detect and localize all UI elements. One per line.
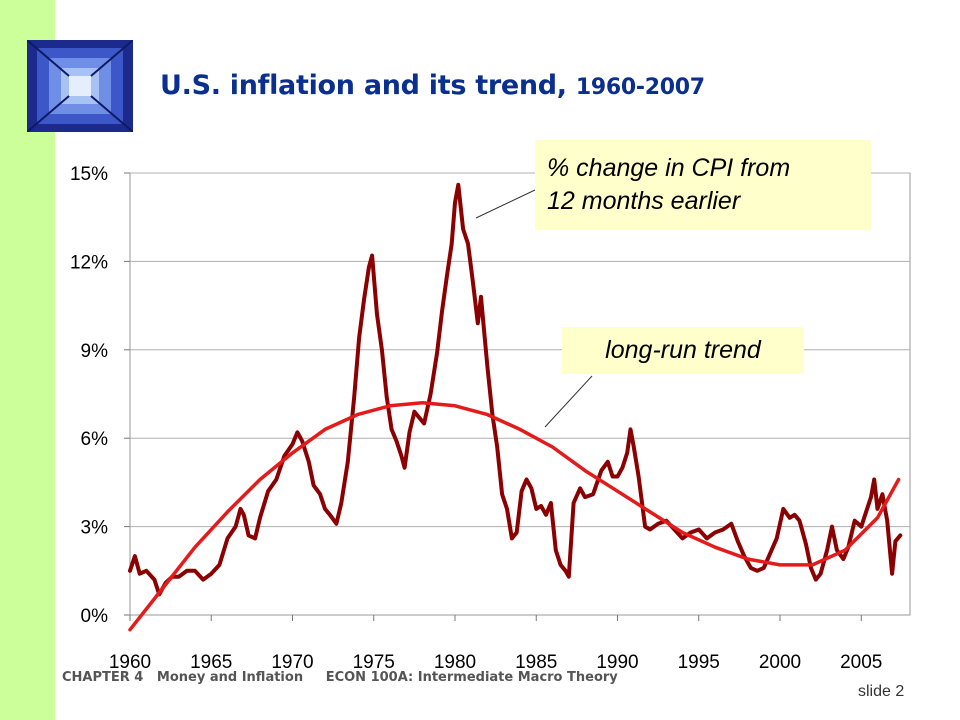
window-logo-image bbox=[27, 40, 133, 132]
long-run-trend-line bbox=[128, 401, 901, 632]
y-tick-label: 0% bbox=[81, 606, 109, 627]
plot-frame bbox=[129, 172, 911, 616]
y-tick-label: 9% bbox=[81, 341, 109, 362]
y-tick-label: 12% bbox=[70, 252, 108, 273]
y-tick-label: 6% bbox=[81, 429, 109, 450]
trend-callout: long-run trend bbox=[562, 327, 804, 374]
x-tick-label: 1990 bbox=[596, 652, 638, 673]
x-tick-label: 1970 bbox=[271, 652, 313, 673]
x-tick-label: 1980 bbox=[434, 652, 476, 673]
title-main: U.S. inflation and its trend, bbox=[160, 70, 576, 101]
cpi-callout-pointer bbox=[475, 189, 536, 219]
y-tick-label: 3% bbox=[81, 518, 109, 539]
cpi-callout: % change in CPI from 12 months earlier bbox=[535, 140, 871, 230]
x-tick-label: 2000 bbox=[759, 652, 801, 673]
x-tick-label: 1960 bbox=[109, 652, 151, 673]
slide-title: U.S. inflation and its trend, 1960-2007 bbox=[160, 70, 705, 101]
slide-number: slide 2 bbox=[858, 683, 905, 700]
title-years: 1960-2007 bbox=[575, 75, 705, 100]
x-tick-label: 1975 bbox=[353, 652, 395, 673]
cpi-inflation-line bbox=[128, 182, 903, 597]
x-tick-label: 1995 bbox=[678, 652, 720, 673]
trend-callout-pointer bbox=[544, 375, 593, 428]
cpi-callout-line2: 12 months earlier bbox=[547, 187, 741, 215]
cpi-callout-line1: % change in CPI from bbox=[547, 154, 791, 182]
x-tick-label: 1965 bbox=[190, 652, 232, 673]
x-tick-label: 1985 bbox=[515, 652, 557, 673]
x-tick-label: 2005 bbox=[840, 652, 882, 673]
y-tick-label: 15% bbox=[70, 164, 108, 185]
footer-text: CHAPTER 4 Money and Inflation ECON 100A:… bbox=[62, 670, 618, 685]
